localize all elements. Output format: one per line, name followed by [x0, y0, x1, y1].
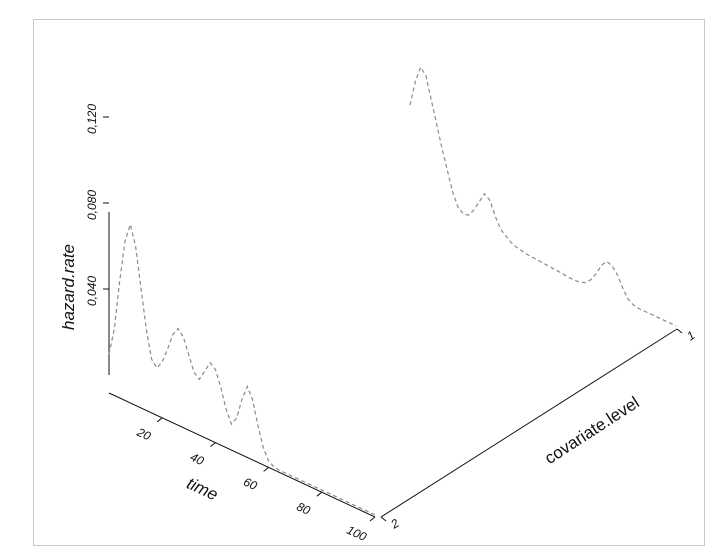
z-tick-label: 0,120: [85, 104, 99, 134]
x-tick-mark: [316, 491, 323, 497]
x-tick-mark: [369, 516, 376, 522]
z-tick-label: 0,040: [85, 276, 99, 306]
y-axis-title: covariate.level: [541, 393, 642, 468]
series-layer: [108, 65, 677, 516]
x-tick-label: 100: [345, 523, 369, 544]
hazard-curve-covariate-2: [108, 222, 376, 516]
y-tick-mark: [676, 328, 683, 334]
x-tick-mark: [156, 417, 163, 423]
axes-layer: [108, 212, 678, 518]
x-tick-mark: [210, 442, 216, 447]
x-tick-label: 80: [294, 499, 312, 517]
x-tick-label: 40: [188, 450, 206, 468]
x-tick-label: 20: [134, 425, 153, 444]
y-tick-label: 2: [387, 516, 401, 532]
chart-frame: 20 40 60 80 100 2 1 0,040 0,080 0,120 hazard.rate…: [33, 19, 705, 546]
x-axis-title: time: [184, 474, 221, 505]
x-tick-label: 60: [241, 475, 259, 493]
y-tick-mark: [380, 516, 387, 522]
ticks-layer: [103, 116, 683, 522]
x-axis-line: [108, 392, 376, 518]
z-axis-title: hazard.rate: [59, 244, 78, 330]
y-axis-line: [380, 328, 678, 518]
x-tick-mark: [263, 467, 269, 472]
hazard-rate-3d-plot: 20 40 60 80 100 2 1 0,040 0,080 0,120 hazard.rate…: [59, 65, 697, 544]
hazard-curve-covariate-1: [409, 65, 677, 327]
z-tick-label: 0,080: [85, 190, 99, 220]
tick-labels-layer: 20 40 60 80 100 2 1 0,040 0,080 0,120: [85, 104, 697, 544]
y-tick-label: 1: [684, 328, 697, 343]
